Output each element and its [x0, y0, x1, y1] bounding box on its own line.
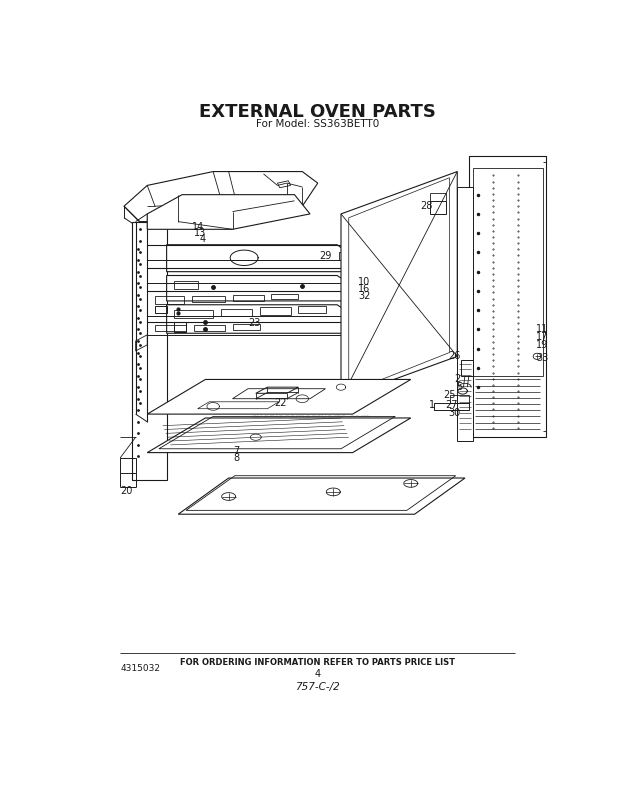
Text: 11: 11 — [536, 325, 549, 334]
Text: 26: 26 — [449, 351, 461, 362]
Polygon shape — [148, 195, 310, 229]
Text: 7: 7 — [233, 446, 239, 456]
Text: 1: 1 — [430, 400, 435, 410]
Polygon shape — [167, 276, 353, 301]
Polygon shape — [492, 172, 520, 433]
Text: 30: 30 — [449, 407, 461, 418]
Polygon shape — [469, 156, 546, 437]
Text: 5: 5 — [456, 382, 463, 392]
Text: For Model: SS363BETT0: For Model: SS363BETT0 — [256, 119, 379, 128]
Text: 25: 25 — [443, 390, 456, 400]
Text: EXTERNAL OVEN PARTS: EXTERNAL OVEN PARTS — [199, 102, 436, 121]
Text: 10: 10 — [358, 277, 370, 287]
Text: FOR ORDERING INFORMATION REFER TO PARTS PRICE LIST: FOR ORDERING INFORMATION REFER TO PARTS … — [180, 658, 455, 667]
Polygon shape — [131, 221, 167, 480]
Text: 20: 20 — [120, 486, 133, 496]
Polygon shape — [341, 172, 458, 399]
Polygon shape — [148, 418, 410, 452]
Text: 4315032: 4315032 — [120, 663, 160, 673]
Polygon shape — [124, 172, 317, 221]
Text: 32: 32 — [358, 292, 370, 301]
Polygon shape — [179, 478, 465, 515]
Text: 4: 4 — [315, 668, 321, 678]
Text: 22: 22 — [274, 398, 287, 407]
Text: 29: 29 — [319, 251, 332, 262]
Text: 28: 28 — [420, 201, 432, 211]
Text: 16: 16 — [358, 284, 370, 294]
Text: 19: 19 — [536, 340, 549, 350]
Text: 4: 4 — [199, 234, 205, 244]
Text: 33: 33 — [536, 353, 549, 363]
Text: 8: 8 — [233, 453, 239, 463]
Text: 2: 2 — [454, 374, 461, 385]
Polygon shape — [167, 305, 353, 333]
Text: eReplacementParts.com: eReplacementParts.com — [250, 413, 370, 423]
Polygon shape — [167, 245, 353, 272]
Polygon shape — [472, 172, 484, 426]
Text: 23: 23 — [248, 318, 260, 329]
Polygon shape — [458, 187, 472, 441]
Text: 27: 27 — [445, 400, 458, 410]
Text: 14: 14 — [192, 222, 204, 232]
Text: 17: 17 — [536, 332, 549, 342]
Polygon shape — [148, 380, 410, 414]
Text: 757-C-/2: 757-C-/2 — [295, 682, 340, 693]
Text: 13: 13 — [194, 229, 206, 238]
